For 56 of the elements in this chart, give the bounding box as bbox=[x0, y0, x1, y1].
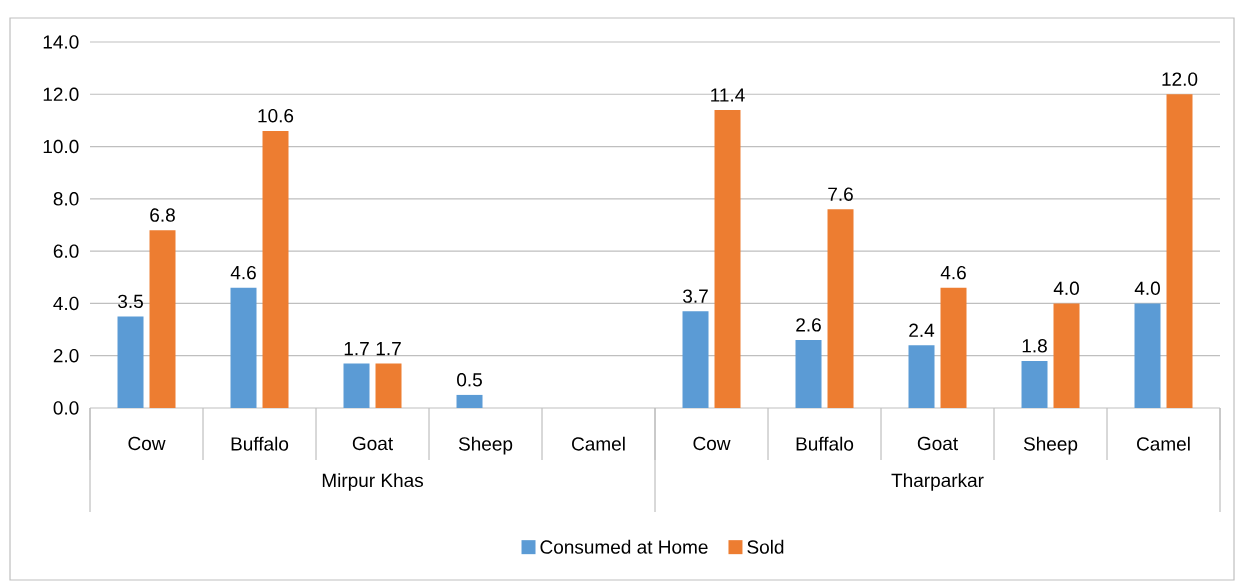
bar bbox=[1053, 303, 1080, 408]
bar bbox=[940, 287, 967, 408]
legend-label: Consumed at Home bbox=[540, 539, 708, 554]
y-tick-label: 12.0 bbox=[43, 87, 79, 102]
bar bbox=[827, 209, 854, 408]
x-tick-label: Goat bbox=[352, 436, 393, 451]
data-label: 4.0 bbox=[1134, 281, 1160, 296]
y-tick-label: 6.0 bbox=[53, 244, 79, 258]
data-label: 3.5 bbox=[118, 294, 143, 309]
bar bbox=[1134, 303, 1161, 408]
bar bbox=[682, 311, 709, 408]
bar bbox=[714, 109, 741, 408]
y-tick-label: 8.0 bbox=[53, 192, 79, 206]
y-tick-label: 0.0 bbox=[53, 401, 79, 415]
data-label: 0.5 bbox=[457, 373, 482, 387]
data-label: 1.7 bbox=[376, 342, 401, 356]
bar bbox=[262, 130, 289, 408]
bar bbox=[343, 363, 370, 408]
y-tick-label: 10.0 bbox=[43, 139, 79, 154]
data-label: 2.4 bbox=[909, 323, 935, 337]
x-tick-label: Cow bbox=[693, 436, 731, 451]
data-label: 4.6 bbox=[940, 265, 966, 280]
bar bbox=[456, 394, 483, 408]
bar bbox=[117, 316, 144, 408]
data-label: 10.6 bbox=[258, 109, 294, 123]
x-tick-label: Camel bbox=[572, 436, 625, 451]
data-label: 12.0 bbox=[1162, 72, 1198, 86]
data-label: 4.6 bbox=[230, 265, 256, 280]
bar bbox=[795, 340, 822, 408]
y-tick-label: 14.0 bbox=[43, 35, 79, 49]
bar bbox=[375, 363, 402, 408]
data-label: 4.0 bbox=[1053, 281, 1079, 296]
data-label: 1.8 bbox=[1022, 339, 1047, 353]
x-tick-label: Sheep bbox=[458, 436, 513, 455]
x-tick-label: Goat bbox=[917, 436, 958, 451]
text: Tharparkar bbox=[891, 473, 984, 491]
bar bbox=[1166, 94, 1193, 408]
x-tick-label: Sheep bbox=[1023, 436, 1078, 455]
bar bbox=[908, 345, 935, 408]
bar bbox=[1021, 360, 1048, 408]
y-tick-label: 4.0 bbox=[53, 296, 79, 311]
bar bbox=[230, 287, 257, 408]
data-label: 2.6 bbox=[796, 318, 821, 332]
data-label: 1.7 bbox=[344, 342, 369, 356]
data-label: 3.7 bbox=[683, 289, 708, 303]
text: Mirpur Khas bbox=[322, 473, 423, 491]
x-tick-label: Camel bbox=[1137, 436, 1190, 451]
data-label: 6.8 bbox=[150, 208, 175, 222]
x-tick-label: Buffalo bbox=[796, 436, 854, 451]
x-tick-label: Cow bbox=[128, 436, 166, 451]
x-tick-label: Buffalo bbox=[231, 436, 289, 451]
bar bbox=[149, 230, 176, 408]
data-label: 7.6 bbox=[828, 187, 853, 201]
legend-label: Sold bbox=[747, 539, 784, 554]
data-label: 11.4 bbox=[711, 88, 745, 102]
y-tick-label: 2.0 bbox=[53, 348, 79, 363]
